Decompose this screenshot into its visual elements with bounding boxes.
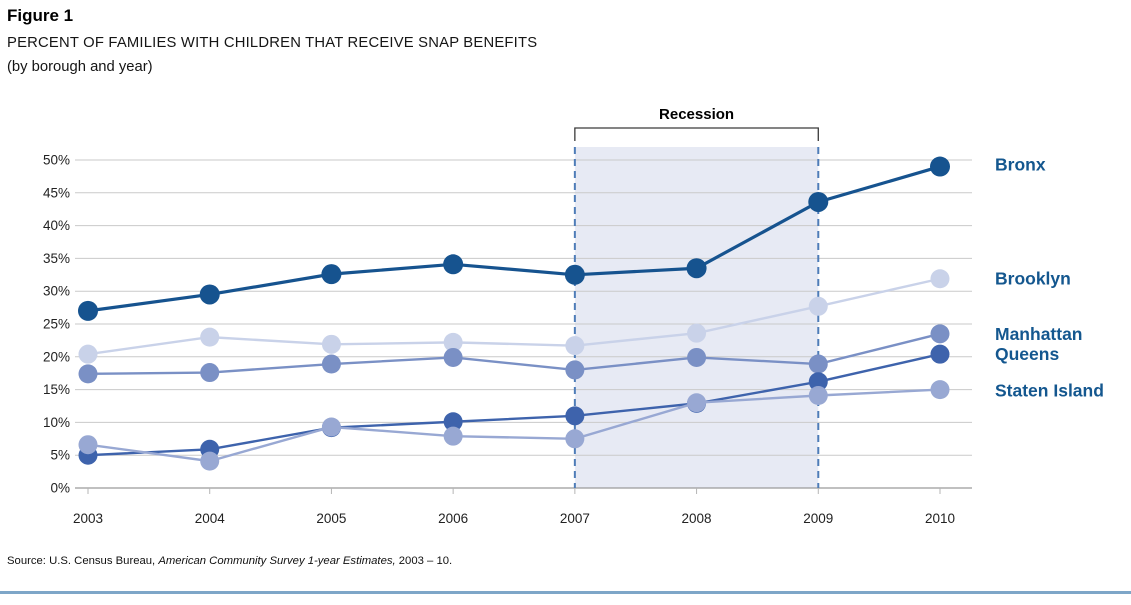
figure-subtitle: (by borough and year) bbox=[7, 59, 153, 76]
recession-label: Recession bbox=[659, 106, 734, 123]
queens-point-2006 bbox=[443, 412, 463, 432]
manhattan-point-2008 bbox=[687, 347, 707, 367]
staten-island-point-2003 bbox=[78, 435, 98, 455]
figure-title: PERCENT OF FAMILIES WITH CHILDREN THAT R… bbox=[7, 35, 538, 52]
staten-island-point-2005 bbox=[321, 417, 341, 437]
series-staten-island bbox=[78, 380, 950, 471]
y-axis-tick-label: 45% bbox=[43, 185, 70, 200]
bronx-point-2008 bbox=[686, 258, 707, 279]
y-axis-tick-label: 5% bbox=[50, 448, 70, 463]
queens-point-2010 bbox=[930, 344, 950, 364]
y-axis-tick-label: 50% bbox=[43, 153, 70, 168]
x-axis-year-label: 2006 bbox=[438, 511, 468, 526]
manhattan-line bbox=[87, 332, 941, 376]
brooklyn-point-2009 bbox=[808, 296, 828, 316]
brooklyn-point-2006 bbox=[443, 332, 463, 352]
source-prefix: Source: U.S. Census Bureau, bbox=[7, 555, 159, 567]
x-axis-year-label: 2010 bbox=[925, 511, 955, 526]
y-axis-tick-label: 35% bbox=[43, 251, 70, 266]
bronx-point-2009 bbox=[808, 191, 829, 212]
y-axis-tick-label: 15% bbox=[43, 382, 70, 397]
manhattan-point-2005 bbox=[321, 354, 341, 374]
staten-island-point-2006 bbox=[443, 426, 463, 446]
bronx-point-2003 bbox=[78, 300, 98, 321]
series-bronx bbox=[78, 156, 950, 321]
manhattan-point-2006 bbox=[443, 347, 463, 367]
brooklyn-point-2004 bbox=[200, 327, 220, 347]
bronx-point-2010 bbox=[929, 156, 950, 177]
manhattan-point-2010 bbox=[930, 324, 950, 344]
brooklyn-point-2005 bbox=[321, 334, 341, 354]
x-axis-year-label: 2004 bbox=[195, 511, 226, 526]
figure-header: Figure 1 PERCENT OF FAMILIES WITH CHILDR… bbox=[7, 6, 537, 75]
bronx-point-2007 bbox=[564, 264, 585, 285]
series-label-queens: Queens bbox=[995, 344, 1059, 364]
bronx-point-2005 bbox=[321, 264, 342, 285]
manhattan-point-2004 bbox=[200, 363, 220, 383]
staten-island-point-2010 bbox=[930, 380, 950, 400]
bronx-point-2004 bbox=[199, 284, 220, 305]
queens-point-2009 bbox=[808, 372, 828, 392]
series-label-staten-island: Staten Island bbox=[995, 381, 1104, 401]
bronx-point-2006 bbox=[443, 254, 464, 275]
x-axis-year-label: 2005 bbox=[316, 511, 346, 526]
series-label-manhattan: Manhattan bbox=[995, 324, 1083, 344]
x-axis-year-label: 2009 bbox=[803, 511, 833, 526]
y-axis-tick-label: 10% bbox=[43, 415, 70, 430]
queens-line bbox=[87, 353, 941, 457]
manhattan-point-2009 bbox=[808, 354, 828, 374]
series-label-brooklyn: Brooklyn bbox=[995, 269, 1071, 289]
series-label-bronx: Bronx bbox=[995, 155, 1046, 175]
staten-island-line bbox=[87, 388, 941, 463]
staten-island-point-2004 bbox=[200, 451, 220, 471]
series-brooklyn bbox=[78, 269, 950, 364]
manhattan-point-2007 bbox=[565, 360, 585, 380]
brooklyn-point-2003 bbox=[78, 344, 98, 364]
x-axis-year-label: 2007 bbox=[560, 511, 590, 526]
staten-island-point-2008 bbox=[687, 393, 707, 413]
figure-label: Figure 1 bbox=[7, 6, 74, 25]
recession-band bbox=[574, 147, 819, 488]
y-axis-tick-label: 30% bbox=[43, 284, 70, 299]
queens-point-2007 bbox=[565, 406, 585, 426]
x-axis-year-label: 2008 bbox=[682, 511, 712, 526]
bottom-rule-line bbox=[0, 591, 1131, 594]
source-italic: American Community Survey 1-year Estimat… bbox=[158, 555, 396, 567]
staten-island-point-2009 bbox=[808, 386, 828, 406]
staten-island-point-2007 bbox=[565, 429, 585, 449]
recession-bracket bbox=[574, 127, 819, 141]
series-manhattan bbox=[78, 324, 950, 384]
y-axis-tick-label: 25% bbox=[43, 317, 70, 332]
source-note: Source: U.S. Census Bureau, American Com… bbox=[7, 555, 452, 567]
snap-benefits-line-chart: 0% 5% 10% 15% 20% 25% 30% 35% 40% 45% 50% 2003 2004 2… bbox=[43, 106, 1104, 526]
brooklyn-point-2007 bbox=[565, 336, 585, 356]
y-axis-tick-label: 20% bbox=[43, 349, 70, 364]
bronx-line bbox=[87, 165, 941, 313]
y-axis-tick-label: 40% bbox=[43, 218, 70, 233]
y-axis-tick-label: 0% bbox=[50, 481, 70, 496]
source-suffix: 2003 – 10. bbox=[395, 555, 453, 567]
brooklyn-point-2010 bbox=[930, 269, 950, 289]
brooklyn-point-2008 bbox=[687, 323, 707, 343]
brooklyn-line bbox=[87, 277, 941, 356]
x-axis-year-label: 2003 bbox=[73, 511, 103, 526]
manhattan-point-2003 bbox=[78, 364, 98, 384]
